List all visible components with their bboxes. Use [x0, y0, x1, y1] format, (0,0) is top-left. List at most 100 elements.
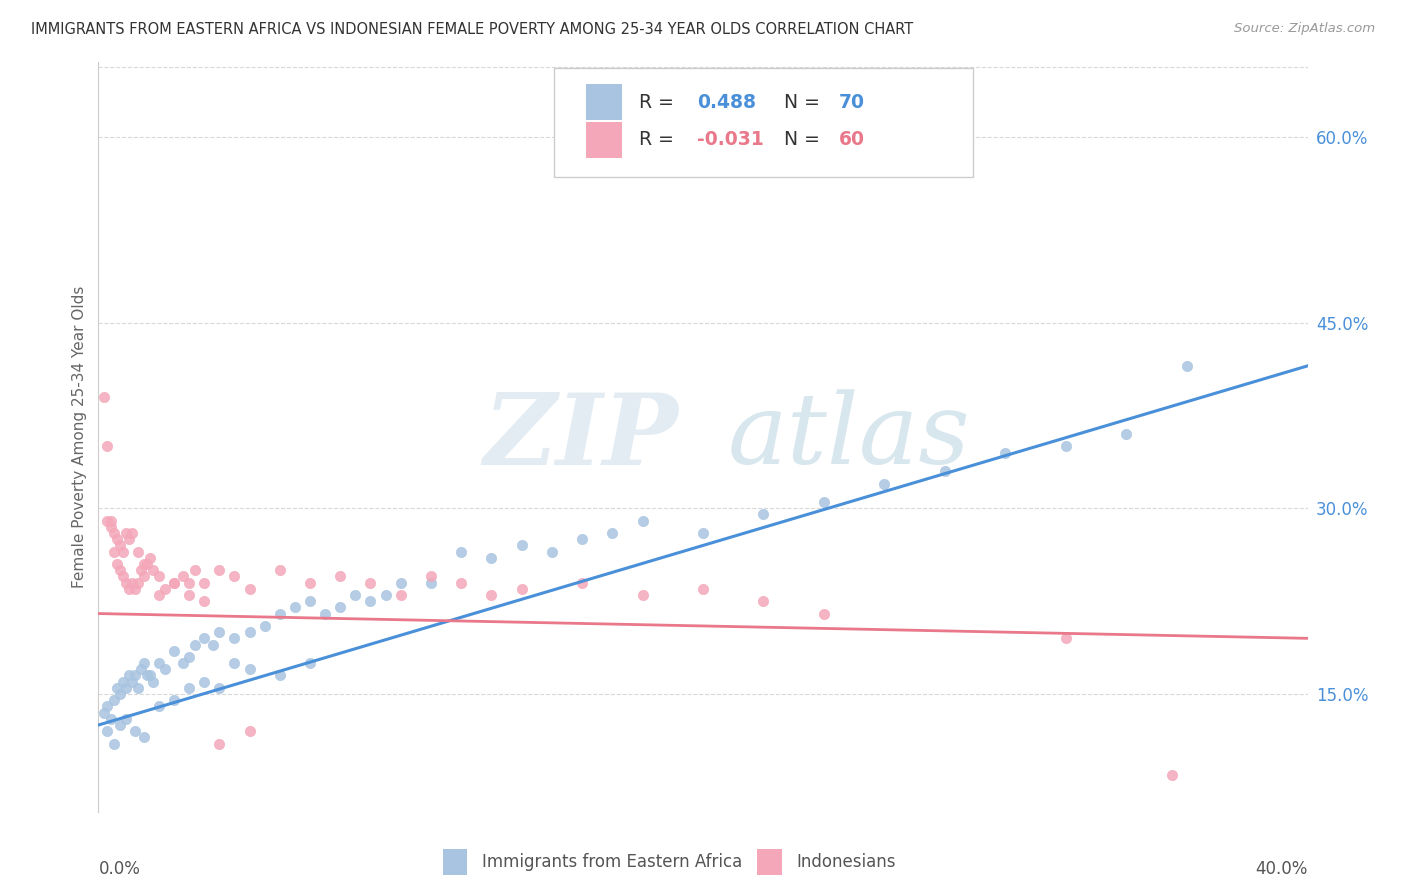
- Point: [602, 526, 624, 541]
- Point: [135, 557, 157, 571]
- Point: [121, 526, 143, 541]
- Point: [148, 588, 170, 602]
- Point: [631, 514, 654, 528]
- Point: [360, 575, 382, 590]
- Point: [1054, 439, 1077, 453]
- Point: [96, 439, 118, 453]
- Point: [314, 607, 336, 621]
- Point: [179, 681, 201, 695]
- Point: [139, 668, 162, 682]
- Point: [481, 588, 503, 602]
- Point: [193, 594, 215, 608]
- Text: 70: 70: [838, 93, 865, 112]
- Point: [208, 737, 231, 751]
- Point: [100, 514, 122, 528]
- Point: [184, 563, 207, 577]
- Point: [124, 582, 146, 596]
- Point: [224, 569, 246, 583]
- Point: [121, 674, 143, 689]
- Point: [752, 594, 775, 608]
- Point: [105, 533, 128, 547]
- Point: [994, 445, 1017, 459]
- Point: [692, 526, 714, 541]
- Point: [118, 582, 141, 596]
- Text: N =: N =: [785, 93, 825, 112]
- Point: [184, 638, 207, 652]
- Point: [129, 563, 152, 577]
- Point: [420, 569, 443, 583]
- Point: [450, 544, 472, 558]
- Point: [153, 662, 176, 676]
- Point: [510, 538, 533, 552]
- FancyBboxPatch shape: [554, 68, 973, 178]
- Point: [163, 575, 186, 590]
- Point: [813, 607, 835, 621]
- Point: [224, 656, 246, 670]
- Point: [934, 464, 956, 478]
- Point: [153, 582, 176, 596]
- Point: [208, 563, 231, 577]
- Point: [1175, 359, 1198, 373]
- FancyBboxPatch shape: [443, 849, 467, 875]
- Point: [239, 724, 262, 739]
- Point: [571, 533, 593, 547]
- Point: [142, 674, 165, 689]
- Point: [420, 575, 443, 590]
- Text: Immigrants from Eastern Africa: Immigrants from Eastern Africa: [482, 853, 742, 871]
- Text: -0.031: -0.031: [697, 130, 763, 149]
- Point: [105, 681, 128, 695]
- Point: [93, 390, 115, 404]
- Point: [239, 662, 262, 676]
- Point: [142, 563, 165, 577]
- Point: [752, 508, 775, 522]
- Text: Source: ZipAtlas.com: Source: ZipAtlas.com: [1234, 22, 1375, 36]
- Text: 40.0%: 40.0%: [1256, 861, 1308, 879]
- Point: [132, 569, 155, 583]
- Point: [163, 644, 186, 658]
- Point: [103, 526, 125, 541]
- Point: [132, 731, 155, 745]
- Point: [631, 588, 654, 602]
- Point: [239, 582, 262, 596]
- Point: [344, 588, 367, 602]
- Point: [813, 495, 835, 509]
- Point: [692, 582, 714, 596]
- Point: [139, 550, 162, 565]
- Point: [127, 575, 149, 590]
- Point: [540, 544, 562, 558]
- Point: [389, 575, 412, 590]
- Point: [118, 533, 141, 547]
- FancyBboxPatch shape: [586, 121, 621, 158]
- Point: [105, 557, 128, 571]
- Text: N =: N =: [785, 130, 825, 149]
- Point: [111, 544, 134, 558]
- Point: [103, 544, 125, 558]
- Point: [299, 575, 322, 590]
- Point: [163, 575, 186, 590]
- Point: [179, 649, 201, 664]
- Point: [148, 569, 170, 583]
- Point: [269, 668, 291, 682]
- Point: [1115, 427, 1137, 442]
- Point: [108, 563, 131, 577]
- Point: [118, 668, 141, 682]
- Point: [329, 569, 352, 583]
- Point: [208, 681, 231, 695]
- Point: [148, 656, 170, 670]
- Point: [124, 668, 146, 682]
- Point: [103, 737, 125, 751]
- Point: [108, 718, 131, 732]
- Point: [284, 600, 307, 615]
- Point: [132, 557, 155, 571]
- Point: [121, 575, 143, 590]
- Point: [1160, 767, 1182, 781]
- Point: [132, 656, 155, 670]
- Point: [135, 668, 157, 682]
- Point: [179, 588, 201, 602]
- Text: R =: R =: [638, 130, 679, 149]
- Point: [114, 712, 136, 726]
- Point: [148, 699, 170, 714]
- Point: [360, 594, 382, 608]
- FancyBboxPatch shape: [758, 849, 782, 875]
- Point: [299, 594, 322, 608]
